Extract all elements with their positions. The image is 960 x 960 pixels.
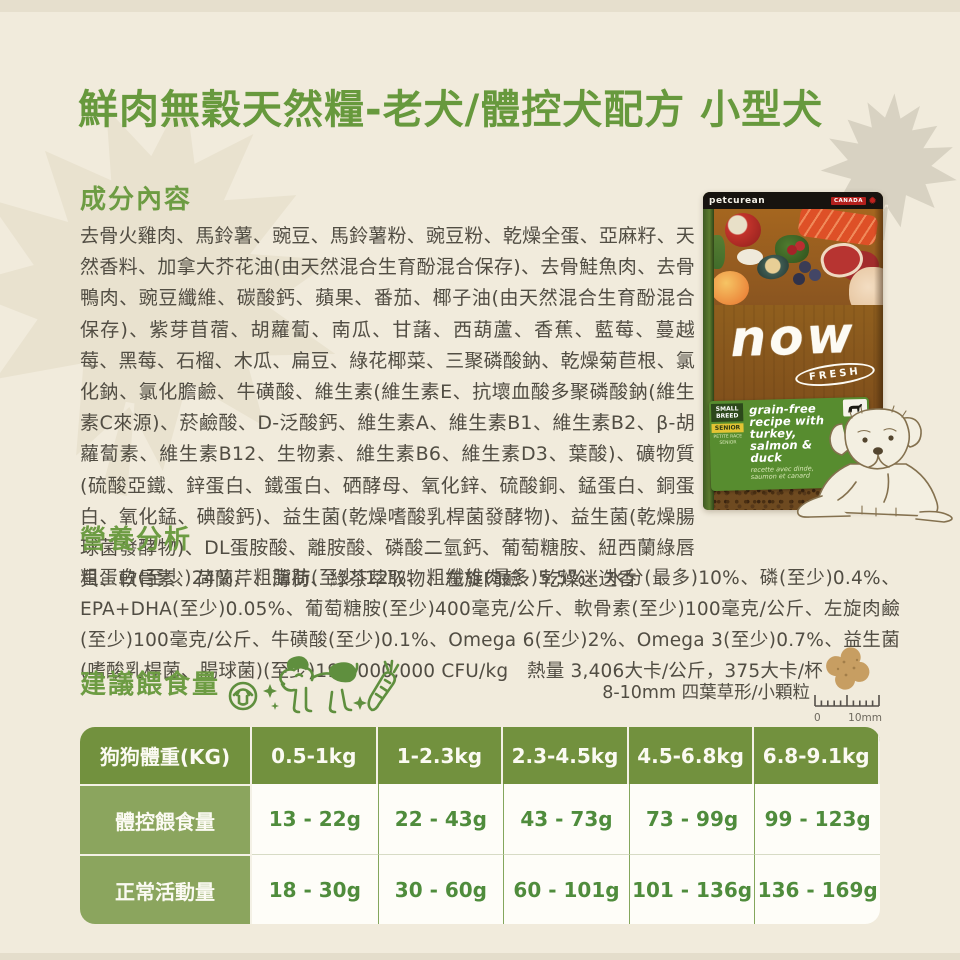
feeding-decoration-icons [228, 656, 400, 714]
table-cell: 136 - 169g [754, 854, 880, 924]
table-header-weight: 狗狗體重(KG) [80, 727, 252, 784]
recipe-label-main: grain-free recipe with turkey, salmon & … [745, 397, 871, 490]
sparkle-icons [263, 684, 367, 710]
table-header-col2: 1-2.3kg [377, 727, 504, 784]
puppy-sketch-illustration [796, 405, 953, 523]
dog-silhouette-badge [842, 398, 868, 417]
table-header-col1: 0.5-1kg [252, 727, 378, 784]
salmon-photo [797, 209, 879, 247]
table-header-col4: 4.5-6.8kg [628, 727, 755, 784]
brand-logo: petcurean [709, 195, 766, 206]
feeding-table: 狗狗體重(KG) 0.5-1kg 1-2.3kg 2.3-4.5kg 4.5-6… [80, 727, 880, 924]
senior-tag: SENIOR [711, 423, 744, 434]
table-cell: 30 - 60g [377, 854, 504, 924]
package-photo-collage [703, 209, 883, 305]
table-cell: 73 - 99g [628, 784, 755, 854]
table-cell: 22 - 43g [377, 784, 504, 854]
table-header-col5: 6.8-9.1kg [754, 727, 880, 784]
ingredients-heading: 成分內容 [80, 185, 193, 215]
carrot-icon [367, 659, 400, 712]
peach-photo [711, 271, 749, 305]
table-cell: 99 - 123g [754, 784, 880, 854]
ruler-zero-label: 0 [814, 712, 821, 724]
table-cell: 13 - 22g [252, 784, 378, 854]
bag-left-gusset [703, 192, 714, 510]
table-cell: 60 - 101g [503, 854, 629, 924]
page-title: 鮮肉無穀天然糧-老犬/體控犬配方 小型犬 [78, 87, 824, 133]
table-header-col3: 2.3-4.5kg [503, 727, 629, 784]
breed-tab: SMALL BREED SENIOR PETITE RACE SENIOR [709, 400, 747, 491]
recipe-label: SMALL BREED SENIOR PETITE RACE SENIOR gr… [708, 396, 872, 492]
small-breed-tag: SMALL BREED [710, 403, 744, 423]
package-top-bar: petcurean CANADA [703, 192, 883, 209]
breed-tag-fr: PETITE RACE SENIOR [713, 434, 743, 446]
table-cell: 43 - 73g [503, 784, 629, 854]
now-logo: now [729, 305, 857, 369]
table-row-label-weight-control: 體控餵食量 [80, 784, 252, 854]
cranberries-photo [787, 245, 797, 255]
table-row-label-normal-activity: 正常活動量 [80, 854, 252, 924]
kibble-icon [826, 647, 870, 690]
ruler-ten-label: 10mm [848, 712, 882, 724]
blueberries-photo [799, 261, 811, 273]
dog-beret [286, 656, 309, 670]
mushroom-icon [228, 681, 258, 711]
bottom-edge-band [0, 953, 960, 960]
maple-leaf-icon [868, 196, 877, 205]
nutrition-heading: 營養分析 [80, 525, 193, 555]
top-edge-band [0, 0, 960, 12]
poultry-photo [849, 267, 883, 305]
origin-badge: CANADA [831, 196, 866, 205]
apple-photo [725, 213, 761, 247]
nutrition-text: 粗蛋白(至少)24%、粗脂肪(至少)12%、粗纖維(最多)5.5%、水分(最多)… [80, 568, 900, 682]
kibble-size-note: 8-10mm 四葉草形/小顆粒 [602, 683, 810, 703]
dog-silhouette-icon [848, 403, 862, 412]
dog-ear-patch [329, 662, 357, 683]
salt-photo [737, 249, 763, 265]
feeding-heading: 建議餵食量 [80, 670, 221, 700]
ingredients-text: 去骨火雞肉、馬鈴薯、豌豆、馬鈴薯粉、豌豆粉、乾燥全蛋、亞麻籽、天然香料、加拿大芥… [80, 225, 695, 591]
bag-right-fold [874, 192, 883, 510]
kibble-scale: 0 10mm [814, 646, 882, 724]
table-cell: 18 - 30g [252, 854, 378, 924]
ruler-icon [814, 695, 880, 707]
table-cell: 101 - 136g [628, 854, 755, 924]
